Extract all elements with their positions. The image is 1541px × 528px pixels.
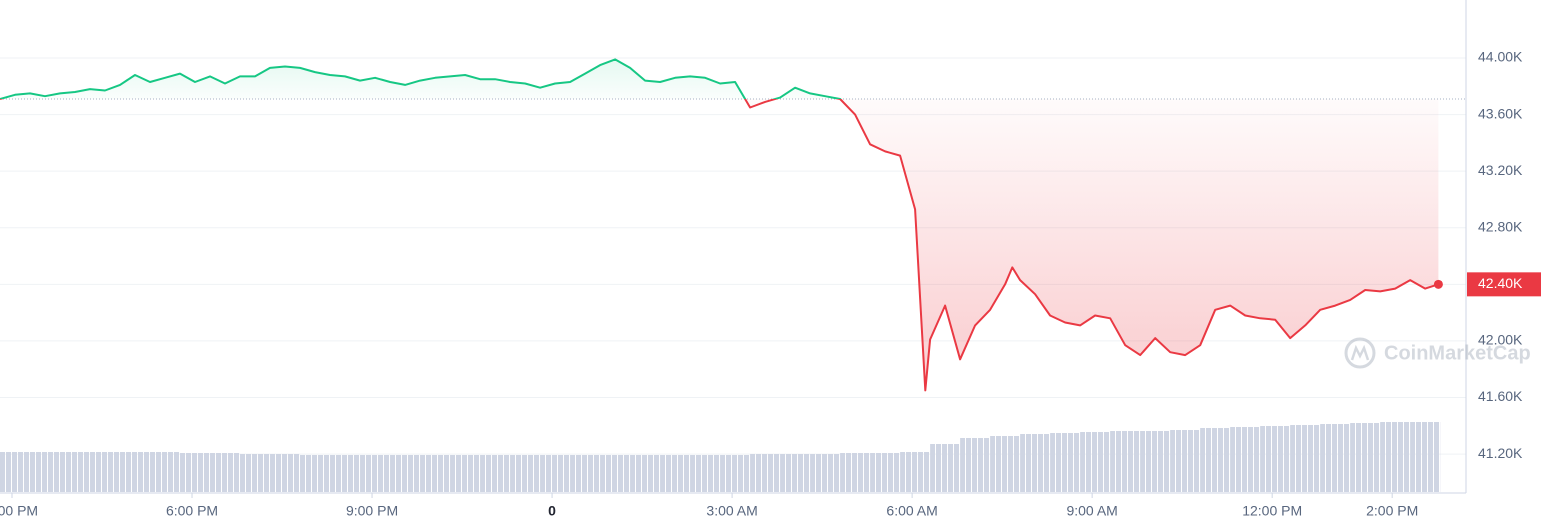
y-tick-label: 41.60K — [1478, 388, 1523, 404]
volume-bar — [180, 453, 211, 492]
volume-bar — [960, 438, 991, 492]
volume-bar — [30, 452, 61, 492]
price-line — [0, 58, 1439, 392]
volume-bar — [930, 444, 961, 492]
volume-bar — [990, 436, 1021, 492]
volume-bar — [750, 454, 781, 492]
watermark-text: CoinMarketCap — [1384, 342, 1531, 364]
x-tick-label: 3:00 PM — [0, 503, 38, 519]
volume-bar — [840, 453, 871, 492]
volume-bar — [630, 455, 661, 492]
x-tick-label: 9:00 AM — [1066, 503, 1117, 519]
volume-bar — [1320, 424, 1351, 492]
volume-bar — [480, 455, 511, 492]
volume-bar — [330, 455, 361, 492]
y-tick-label: 42.00K — [1478, 332, 1523, 348]
volume-bar — [90, 452, 121, 492]
volume-bar — [1110, 431, 1141, 492]
volume-bar — [780, 454, 811, 492]
price-area — [0, 59, 1439, 391]
y-tick-label: 41.20K — [1478, 445, 1523, 461]
volume-bar — [1020, 434, 1051, 492]
volume-bar — [810, 454, 841, 492]
y-tick-label: 43.20K — [1478, 162, 1523, 178]
volume-bar — [360, 455, 391, 492]
volume-bar — [270, 454, 301, 492]
volume-bar — [690, 455, 721, 492]
y-tick-label: 44.00K — [1478, 49, 1523, 65]
volume-bar — [1200, 428, 1231, 492]
volume-bar — [1410, 422, 1441, 492]
volume-bar — [900, 452, 931, 492]
volume-bar — [0, 452, 31, 492]
x-tick-label: 2:00 PM — [1366, 503, 1418, 519]
volume-bar — [60, 452, 91, 492]
volume-bar — [600, 455, 631, 492]
volume-bar — [570, 455, 601, 492]
volume-bar — [510, 455, 541, 492]
volume-bar — [150, 452, 181, 492]
y-tick-label: 42.80K — [1478, 218, 1523, 234]
last-value-box — [1467, 272, 1541, 297]
volume-bar — [1380, 422, 1411, 492]
volume-bar — [420, 455, 451, 492]
x-tick-label: 9:00 PM — [346, 503, 398, 519]
volume-bar — [210, 453, 241, 492]
x-tick-label: 12:00 PM — [1242, 503, 1302, 519]
volume-bar — [1080, 432, 1111, 492]
volume-bar — [540, 455, 571, 492]
last-value-label: 42.40K — [1478, 275, 1523, 291]
volume-bar — [1230, 427, 1261, 492]
x-tick-label: 6:00 AM — [886, 503, 937, 519]
volume-bar — [390, 455, 421, 492]
volume-bar — [300, 455, 331, 492]
x-tick-label: 6:00 PM — [166, 503, 218, 519]
volume-bar — [1050, 433, 1081, 492]
x-tick-label: 0 — [548, 503, 556, 519]
volume-bar — [120, 452, 151, 492]
volume-bar — [660, 455, 691, 492]
y-tick-label: 43.60K — [1478, 105, 1523, 121]
volume-bar — [1290, 425, 1321, 492]
x-tick-label: 3:00 AM — [706, 503, 757, 519]
volume-bar — [870, 453, 901, 492]
watermark: CoinMarketCap — [1344, 337, 1531, 369]
volume-bar — [1140, 431, 1171, 492]
volume-bar — [1260, 426, 1291, 492]
volume-bar — [1170, 430, 1201, 492]
last-point — [1433, 279, 1443, 289]
volume-bar — [450, 455, 481, 492]
volume-bar — [1350, 423, 1381, 492]
volume-bar — [720, 455, 751, 492]
volume-bar — [240, 454, 271, 492]
